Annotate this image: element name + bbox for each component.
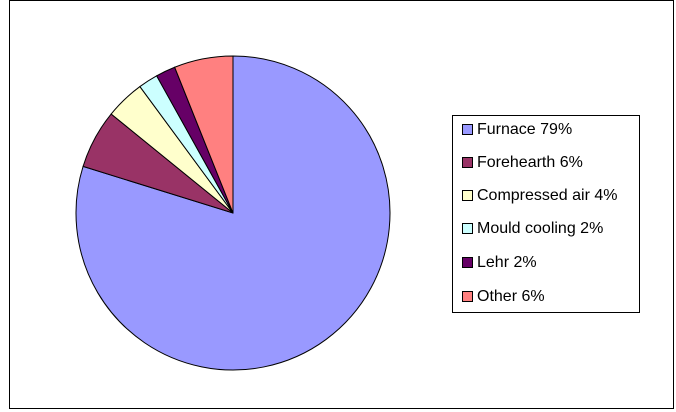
legend-box [452,115,640,313]
legend-swatch [462,291,473,302]
legend-label: Furnace 79% [477,121,572,138]
legend-swatch [462,257,473,268]
legend-label: Other 6% [477,288,545,305]
legend-swatch [462,223,473,234]
legend-label: Lehr 2% [477,254,537,271]
legend-swatch [462,190,473,201]
legend-swatch [462,124,473,135]
legend-label: Forehearth 6% [477,154,583,171]
legend-label: Mould cooling 2% [477,220,603,237]
pie-slice [173,55,234,214]
legend-swatch [462,157,473,168]
legend-label: Compressed air 4% [477,187,618,204]
